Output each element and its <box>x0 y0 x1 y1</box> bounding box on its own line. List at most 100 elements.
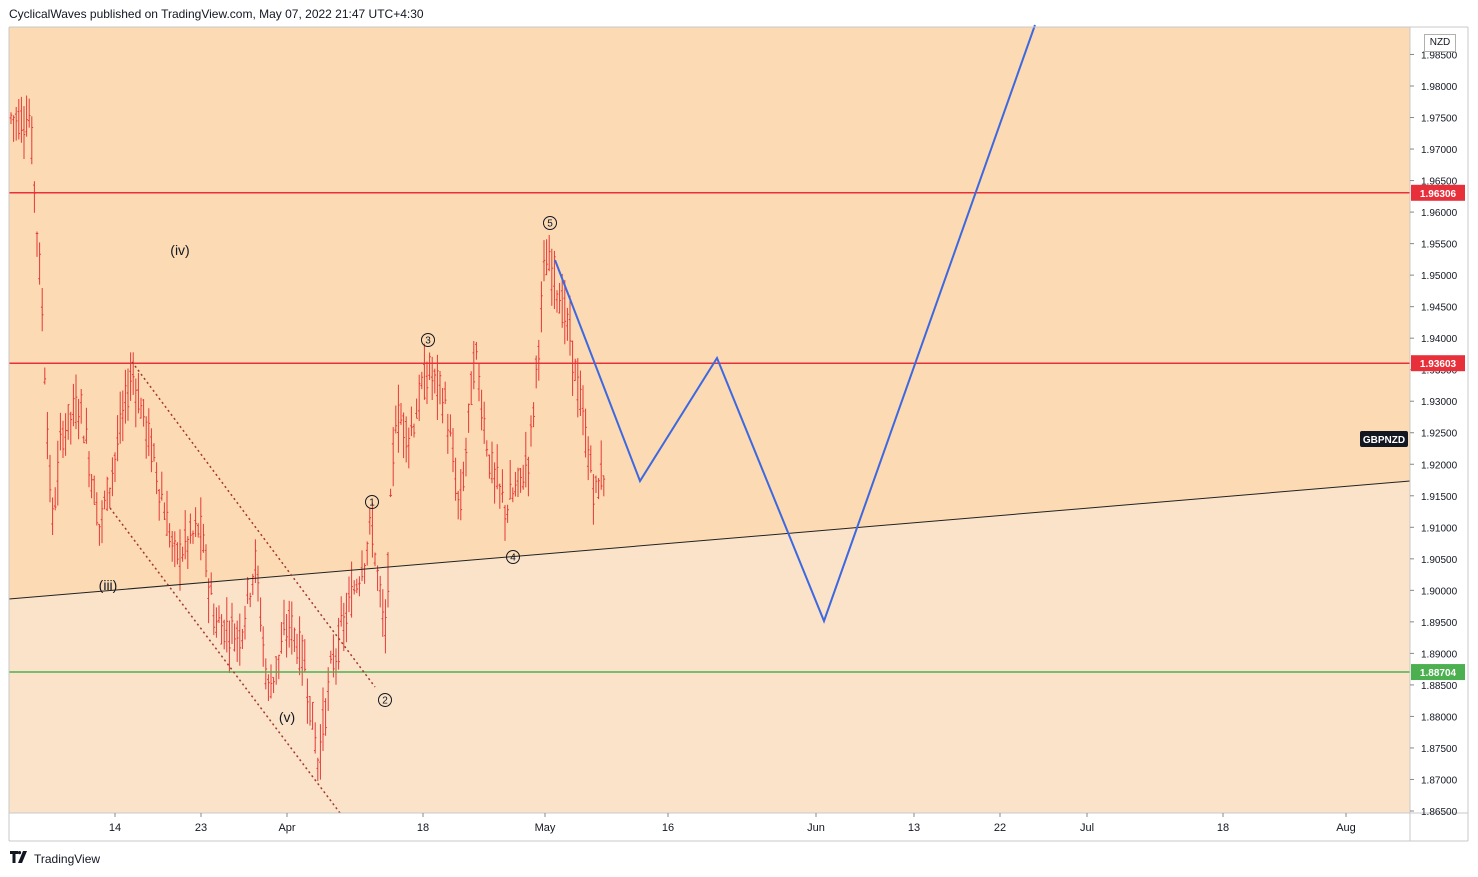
candle <box>170 530 174 562</box>
y-tick-label: 1.97500 <box>1421 114 1458 125</box>
candle <box>9 112 13 125</box>
candle <box>311 701 314 730</box>
wave-circle-text: 2 <box>382 696 388 707</box>
candle <box>173 531 177 568</box>
y-tick-label: 1.98000 <box>1421 82 1458 93</box>
candle <box>472 341 476 390</box>
y-tick-label: 1.91000 <box>1421 523 1458 534</box>
y-tick-label: 1.88500 <box>1421 681 1458 692</box>
candle <box>285 614 288 658</box>
candle <box>290 601 294 655</box>
candle <box>459 469 463 521</box>
candle <box>51 497 54 536</box>
candle <box>469 371 473 405</box>
y-tick-label: 1.91500 <box>1421 492 1458 503</box>
candle <box>139 397 143 419</box>
wave-circle <box>365 495 379 509</box>
candle <box>381 589 385 637</box>
candle <box>498 483 502 509</box>
symbol-badge-bg <box>1360 431 1408 447</box>
candle <box>412 423 416 438</box>
candle <box>540 281 543 333</box>
candle <box>241 628 244 649</box>
candle <box>397 384 400 453</box>
candle <box>259 597 262 632</box>
x-tick-label: Jul <box>1080 822 1094 834</box>
candle <box>66 404 70 440</box>
candle <box>319 724 322 780</box>
candle <box>462 461 465 492</box>
candle <box>378 575 382 608</box>
candle <box>308 696 312 726</box>
candle <box>183 510 187 560</box>
candle <box>116 415 119 462</box>
candle <box>256 565 260 602</box>
candle <box>20 96 23 143</box>
candle <box>64 413 67 456</box>
y-tick-label: 1.88000 <box>1421 712 1458 723</box>
x-tick-label: Apr <box>278 822 295 834</box>
candle <box>581 385 585 436</box>
candle <box>508 459 512 500</box>
candle <box>264 658 268 690</box>
candle <box>394 405 398 434</box>
candle <box>321 687 325 752</box>
candle <box>313 722 317 754</box>
candle <box>571 340 574 396</box>
tradingview-logo[interactable]: TradingView <box>10 851 100 866</box>
candle <box>189 513 192 544</box>
candle <box>410 406 413 437</box>
candle <box>46 411 49 460</box>
badge-text: 1.88704 <box>1420 668 1457 679</box>
candle <box>77 398 80 440</box>
wave-circle <box>543 216 557 230</box>
candle <box>254 539 257 584</box>
candle <box>222 619 226 650</box>
candle <box>144 416 148 459</box>
candle <box>503 505 507 541</box>
candle <box>376 565 379 591</box>
badge-bg <box>1411 664 1465 681</box>
candle <box>490 441 494 484</box>
candle <box>85 407 88 444</box>
logo-text: TradingView <box>34 851 101 866</box>
candle <box>602 475 606 497</box>
candle <box>168 523 171 548</box>
candle <box>17 98 21 140</box>
candle <box>404 416 408 463</box>
candle <box>48 454 52 503</box>
channel-lower[interactable] <box>109 507 341 814</box>
candle <box>152 443 156 462</box>
candle <box>407 427 411 469</box>
y-tick-label: 1.95000 <box>1421 271 1458 282</box>
y-tick-label: 1.97000 <box>1421 145 1458 156</box>
projection-path[interactable] <box>554 24 1036 624</box>
candle <box>269 664 273 699</box>
candle <box>371 502 374 558</box>
y-tick-label: 1.89000 <box>1421 649 1458 660</box>
candle <box>415 398 418 419</box>
symbol-badge: GBPNZD <box>1360 431 1408 447</box>
candle <box>209 572 213 595</box>
x-tick-label: 23 <box>195 822 207 834</box>
candle <box>402 412 405 459</box>
candle <box>475 341 478 360</box>
candle <box>430 356 434 401</box>
x-tick-label: 16 <box>662 822 674 834</box>
candle <box>537 339 541 381</box>
candle <box>287 600 291 648</box>
x-tick-label: Jun <box>807 822 825 834</box>
x-tick-label: 18 <box>1217 822 1229 834</box>
trendline[interactable] <box>8 480 1411 600</box>
candle <box>399 402 403 425</box>
candle <box>550 248 554 306</box>
y-tick-label: 1.92000 <box>1421 460 1458 471</box>
candle <box>547 235 551 272</box>
candle <box>295 633 299 664</box>
candle <box>72 383 75 427</box>
candle <box>261 626 265 667</box>
y-tick-label: 1.87500 <box>1421 744 1458 755</box>
candle <box>92 475 96 505</box>
candle <box>12 115 15 142</box>
